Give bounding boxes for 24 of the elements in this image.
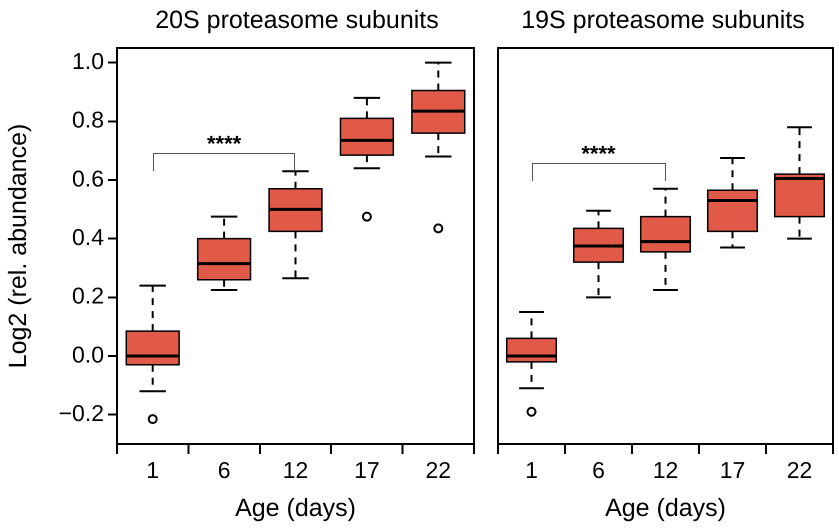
x-tick-label: 6 — [218, 457, 230, 484]
x-tick-label: 6 — [592, 457, 605, 484]
x-tick-label: 17 — [354, 457, 380, 484]
chart-title: 19S proteasome subunits — [520, 6, 806, 36]
y-tick-label: 0.0 — [72, 341, 104, 368]
x-tick-label: 1 — [525, 457, 538, 484]
y-tick-label: 1.0 — [72, 48, 104, 74]
x-tick-label: 12 — [652, 457, 678, 484]
annotation: **** — [581, 140, 616, 166]
y-tick-label: 0.4 — [72, 224, 104, 250]
x-tick-label: 22 — [426, 457, 452, 484]
x-axis-title: Age (days) — [235, 494, 356, 522]
y-tick-label: 0.6 — [72, 165, 104, 192]
x-tick-label: 1 — [146, 457, 160, 484]
annotation: **** — [206, 130, 242, 156]
chart-title: 20S proteasome subunits — [154, 6, 440, 36]
x-tick-label: 12 — [282, 457, 308, 484]
y-tick-label: −0.2 — [58, 400, 104, 426]
x-axis-title: Age (days) — [605, 494, 726, 522]
y-tick-label: 0.2 — [72, 282, 104, 309]
x-tick-label: 17 — [720, 457, 746, 484]
y-axis-title: Log2 (rel. abundance) — [4, 124, 32, 368]
y-tick-label: 0.8 — [72, 106, 104, 133]
x-tick-label: 22 — [786, 457, 812, 484]
